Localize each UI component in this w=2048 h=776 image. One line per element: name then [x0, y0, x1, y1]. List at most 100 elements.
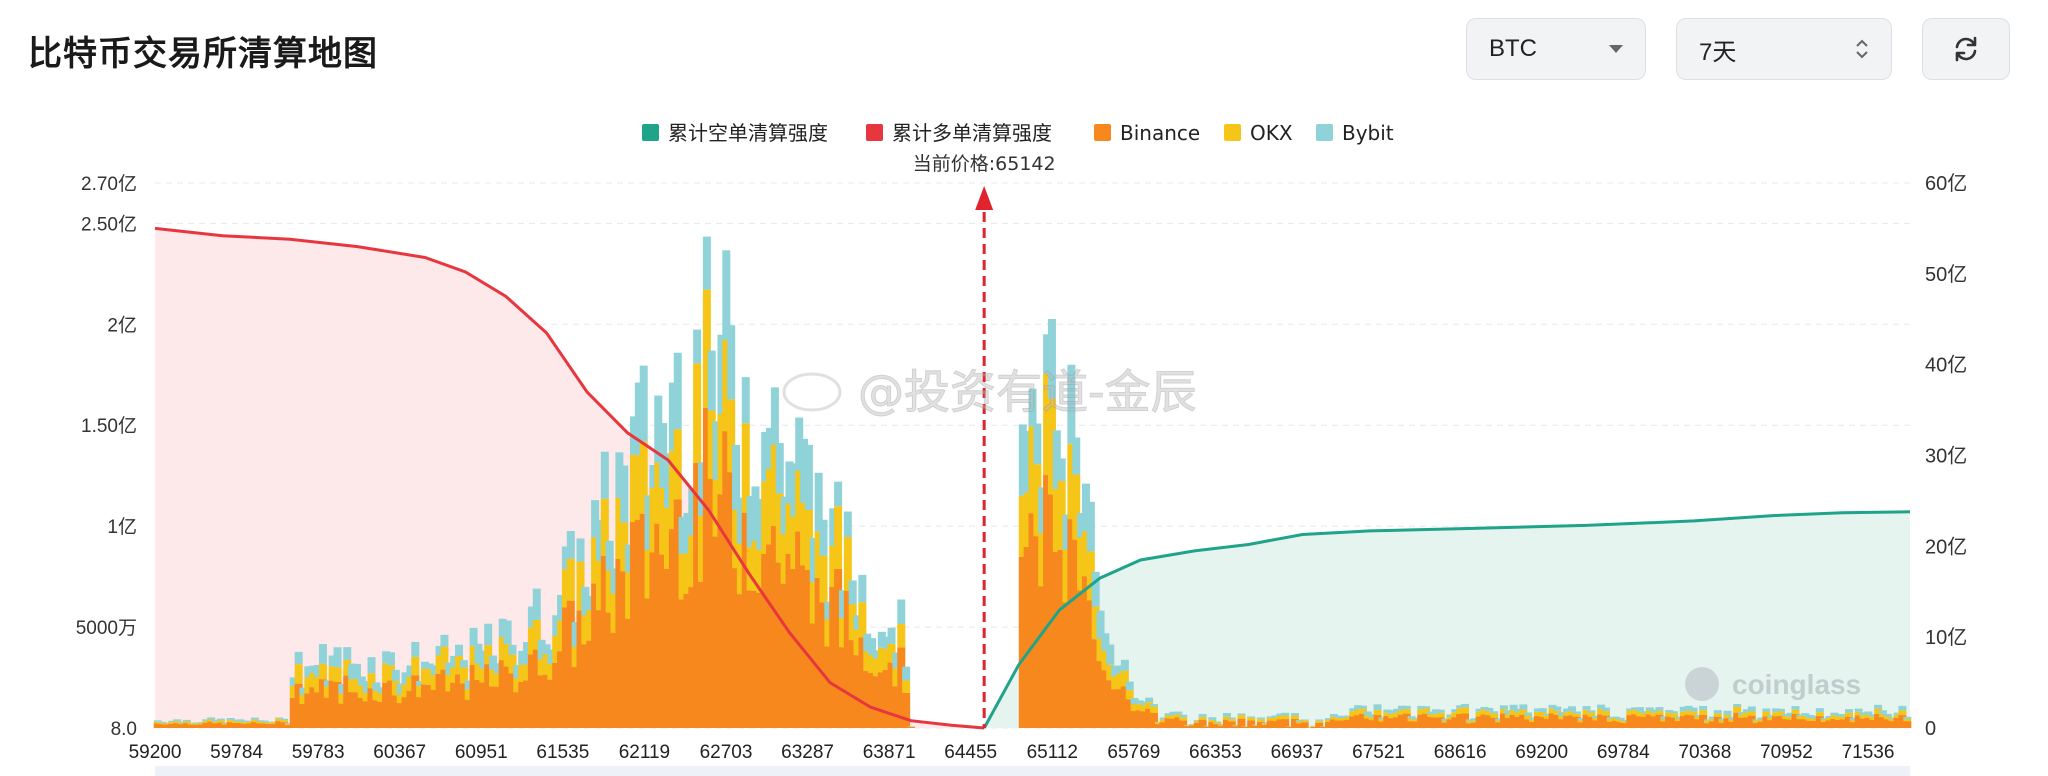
- bar-okx: [1485, 711, 1494, 716]
- bar-bybit: [1553, 706, 1562, 711]
- bar-binance: [1018, 556, 1027, 728]
- bar-bybit: [732, 444, 741, 510]
- bar-okx: [824, 619, 833, 647]
- bar-bybit: [1218, 724, 1227, 725]
- bar-bybit: [790, 463, 799, 517]
- bar-binance: [877, 672, 886, 728]
- bar-bybit: [265, 721, 274, 723]
- bar-binance: [226, 721, 235, 728]
- bar-bybit: [294, 651, 303, 665]
- bar-bybit: [1300, 719, 1309, 721]
- bar-okx: [1358, 708, 1367, 714]
- bar-binance: [1057, 549, 1066, 728]
- bar-binance: [1903, 721, 1912, 728]
- bar-okx: [479, 668, 488, 683]
- refresh-button[interactable]: [1922, 18, 2010, 80]
- bar-binance: [707, 479, 716, 728]
- refresh-icon: [1955, 36, 1977, 62]
- bar-okx: [1616, 719, 1625, 723]
- bar-okx: [1640, 713, 1649, 717]
- bar-okx: [1072, 474, 1081, 540]
- bar-binance: [571, 667, 580, 728]
- bar-okx: [537, 659, 546, 676]
- bar-binance: [338, 703, 347, 728]
- bar-binance: [800, 565, 809, 728]
- bar-okx: [503, 644, 512, 667]
- bar-okx: [790, 516, 799, 570]
- bar-okx: [527, 627, 536, 655]
- bar-bybit: [1290, 713, 1299, 716]
- bar-bybit: [280, 718, 289, 721]
- bar-binance: [1164, 718, 1173, 728]
- bar-bybit: [678, 516, 687, 554]
- chart-svg: 8.0 5000万 1亿 1.50亿 2亿 2.50亿 2.70亿 0 10亿 20亿 30亿 40亿…: [76, 121, 1967, 776]
- long-cumulative-line: [154, 226, 985, 730]
- bar-bybit: [207, 717, 216, 720]
- bar-bybit: [246, 720, 255, 722]
- bar-bybit: [1363, 711, 1372, 716]
- bar-binance: [610, 632, 619, 728]
- bar-okx: [1470, 720, 1479, 723]
- bar-bybit: [396, 683, 405, 695]
- bar-binance: [1582, 714, 1591, 728]
- bar-binance: [629, 522, 638, 728]
- bar-binance: [654, 523, 663, 728]
- bar-bybit: [581, 586, 590, 616]
- bar-bybit: [566, 530, 575, 559]
- bar-binance: [1052, 552, 1061, 728]
- bar-bybit: [838, 590, 847, 619]
- bar-binance: [216, 722, 225, 728]
- bar-okx: [1509, 710, 1518, 715]
- x-tick-label: 59784: [210, 742, 263, 763]
- bar-binance: [1694, 719, 1703, 728]
- bar-binance: [367, 688, 376, 728]
- chevron-down-icon: [1609, 45, 1623, 53]
- bar-binance: [178, 724, 186, 728]
- bar-okx: [654, 462, 663, 524]
- bar-bybit: [1631, 707, 1640, 710]
- bar-bybit: [532, 588, 541, 620]
- bar-binance: [270, 723, 279, 728]
- bar-binance: [372, 700, 381, 728]
- bar-bybit: [1592, 715, 1601, 719]
- bar-binance: [304, 693, 313, 728]
- bar-binance: [158, 724, 167, 728]
- bar-bybit: [1271, 715, 1280, 718]
- bar-binance: [1281, 719, 1290, 728]
- bar-bybit: [158, 721, 167, 723]
- bar-okx: [153, 721, 162, 724]
- bar-binance: [1883, 719, 1892, 728]
- short-cumulative-area: [984, 511, 1910, 728]
- bar-okx: [493, 673, 502, 687]
- bar-okx: [1184, 725, 1193, 727]
- bar-bybit: [620, 465, 629, 523]
- y-right-tick-label: 60亿: [1925, 172, 1967, 195]
- bar-binance: [343, 675, 352, 728]
- bar-binance: [1456, 714, 1465, 728]
- bar-okx: [1592, 718, 1601, 721]
- cumulative-lines: [154, 226, 1911, 730]
- bar-okx: [1077, 537, 1086, 591]
- symbol-select[interactable]: BTC: [1466, 18, 1646, 80]
- bar-bybit: [367, 657, 376, 674]
- bar-okx: [1120, 670, 1129, 687]
- bar-bybit: [741, 377, 750, 424]
- bar-bybit: [1047, 318, 1056, 399]
- bar-binance: [1820, 721, 1829, 728]
- bar-bybit: [489, 655, 498, 670]
- bar-okx: [1499, 709, 1508, 714]
- bar-bybit: [479, 650, 488, 669]
- bar-okx: [231, 720, 240, 724]
- bar-bybit: [1174, 711, 1183, 714]
- bar-bybit: [391, 669, 400, 681]
- bar-okx: [1198, 716, 1207, 720]
- bar-okx: [853, 629, 862, 656]
- bar-bybit: [1572, 711, 1581, 714]
- bar-binance: [1757, 721, 1766, 728]
- bar-bybit: [1723, 710, 1732, 715]
- bar-okx: [1587, 712, 1596, 717]
- range-select[interactable]: 7天: [1676, 18, 1892, 80]
- x-tick-label: 62119: [619, 742, 670, 763]
- bar-okx: [158, 722, 167, 725]
- bar-okx: [406, 676, 415, 691]
